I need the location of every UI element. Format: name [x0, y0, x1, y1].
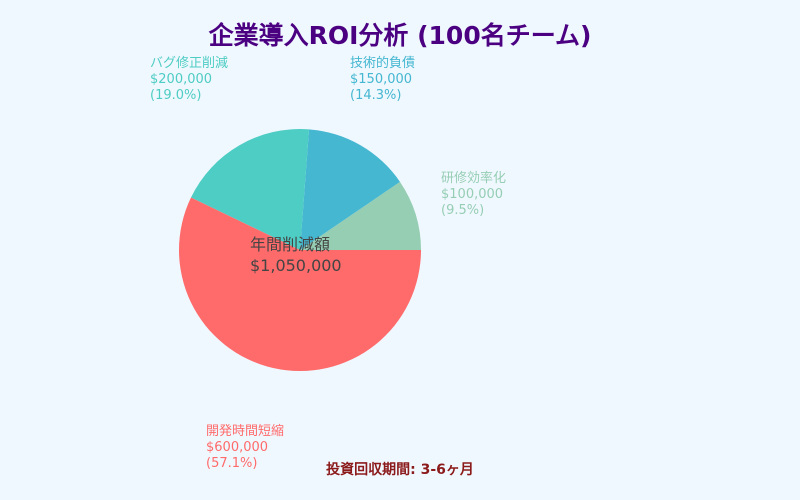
center-annotation-value: $1,050,000 [250, 256, 342, 275]
slice-label-name: 研修効率化 [441, 170, 506, 186]
slice-label-name: 技術的負債 [350, 55, 415, 71]
pie-slice-3 [190, 129, 310, 250]
slice-label-value: $200,000 [150, 72, 212, 87]
slice-label-2: 技術的負債$150,000(14.3%) [350, 55, 415, 103]
slice-label-1: 研修効率化$100,000(9.5%) [441, 170, 506, 218]
pie-slice-1 [300, 181, 421, 250]
slice-label-value: $100,000 [441, 187, 503, 202]
slice-label-name: 開発時間短縮 [206, 423, 284, 439]
payback-period-note: 投資回収期間: 3-6ヶ月 [326, 461, 474, 478]
center-annotation-title: 年間削減額 [250, 235, 330, 254]
slice-label-percent: (9.5%) [441, 203, 484, 218]
pie-slice-2 [300, 129, 400, 250]
slice-label-percent: (57.1%) [206, 456, 257, 471]
chart-title: 企業導入ROI分析 (100名チーム) [209, 21, 592, 50]
center-annotation: 年間削減額 $1,050,000 [250, 235, 342, 275]
slice-label-4: 開発時間短縮$600,000(57.1%) [206, 423, 284, 471]
pie-slice-labels: 研修効率化$100,000(9.5%) 技術的負債$150,000(14.3%) バ… [150, 55, 506, 471]
pie-slices [178, 129, 421, 371]
slice-label-name: バグ修正削減 [150, 55, 228, 71]
slice-label-value: $150,000 [350, 72, 412, 87]
slice-label-value: $600,000 [206, 440, 268, 455]
slice-label-percent: (14.3%) [350, 88, 401, 103]
pie-slice-4 [178, 197, 421, 371]
slice-label-3: バグ修正削減$200,000(19.0%) [150, 55, 228, 103]
slice-label-percent: (19.0%) [150, 88, 201, 103]
